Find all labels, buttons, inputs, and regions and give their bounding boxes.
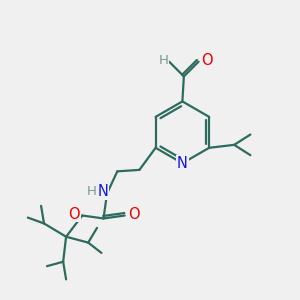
Text: O: O [68, 206, 80, 221]
Text: H: H [159, 54, 169, 67]
Text: O: O [201, 53, 213, 68]
Text: N: N [97, 184, 108, 200]
Text: O: O [128, 206, 139, 221]
Text: H: H [87, 185, 97, 199]
Text: N: N [177, 156, 188, 171]
